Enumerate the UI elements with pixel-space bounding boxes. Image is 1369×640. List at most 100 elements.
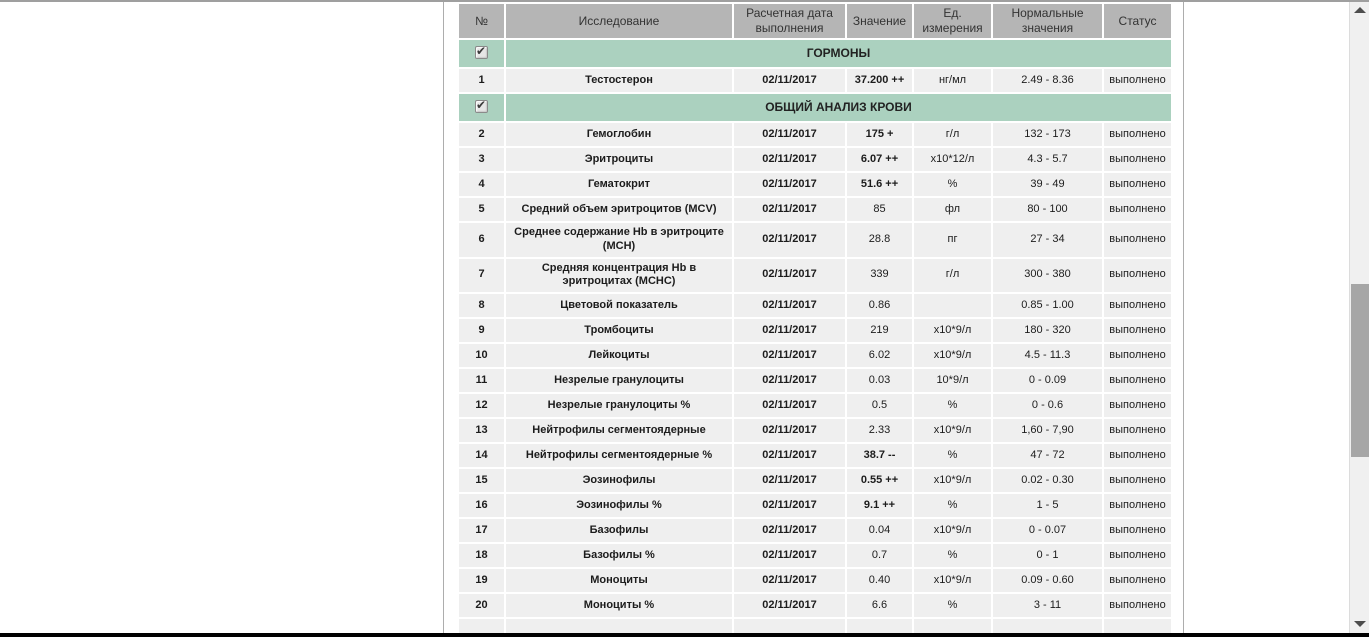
row-number: 6 (459, 223, 504, 257)
table-row: 9 Тромбоциты 02/11/2017 219 x10*9/л 180 - 320… (459, 319, 1171, 342)
test-value: 37.200 ++ (847, 69, 912, 92)
section-title: ОБЩИЙ АНАЛИЗ КРОВИ (506, 94, 1171, 121)
status-text: выполнено (1104, 419, 1171, 442)
test-name: Тестостерон (506, 69, 732, 92)
test-value: 0.03 (847, 369, 912, 392)
table-row: 7 Средняя концентрация Hb в эритроцитах (… (459, 258, 1171, 292)
normal-range: 0 - 1 (993, 544, 1102, 567)
test-date: 02/11/2017 (734, 294, 845, 317)
test-name: Моноциты % (506, 594, 732, 617)
test-date: 02/11/2017 (734, 319, 845, 342)
test-unit: % (914, 394, 991, 417)
row-number: 20 (459, 594, 504, 617)
partial-cell (506, 619, 732, 635)
section-row: ОБЩИЙ АНАЛИЗ КРОВИ (459, 94, 1171, 121)
status-text: выполнено (1104, 223, 1171, 257)
normal-range: 1 - 5 (993, 494, 1102, 517)
normal-range: 1,60 - 7,90 (993, 419, 1102, 442)
section-checkbox[interactable] (475, 98, 488, 114)
row-number: 12 (459, 394, 504, 417)
status-text: выполнено (1104, 319, 1171, 342)
test-name: Тромбоциты (506, 319, 732, 342)
status-text: выполнено (1104, 344, 1171, 367)
normal-range: 27 - 34 (993, 223, 1102, 257)
table-row: 13 Нейтрофилы сегментоядерные 02/11/2017 2.… (459, 419, 1171, 442)
scrollbar-thumb[interactable] (1351, 284, 1369, 457)
table-row: 8 Цветовой показатель 02/11/2017 0.86 0.85 -… (459, 294, 1171, 317)
lab-results-table: № Исследование Расчетная дата выполнения Зн… (457, 2, 1173, 635)
test-name: Средний объем эритроцитов (MCV) (506, 198, 732, 221)
test-unit: % (914, 544, 991, 567)
results-frame: № Исследование Расчетная дата выполнения Зн… (443, 2, 1184, 635)
test-name: Эозинофилы % (506, 494, 732, 517)
normal-range: 0.85 - 1.00 (993, 294, 1102, 317)
normal-range: 0.09 - 0.60 (993, 569, 1102, 592)
column-header-2: Расчетная дата выполнения (734, 4, 845, 38)
triangle-down-icon (1354, 621, 1366, 627)
test-name: Нейтрофилы сегментоядерные (506, 419, 732, 442)
scrollbar-up-button[interactable] (1350, 2, 1369, 18)
column-header-6: Статус (1104, 4, 1171, 38)
test-name: Гематокрит (506, 173, 732, 196)
normal-range: 3 - 11 (993, 594, 1102, 617)
normal-range: 0.02 - 0.30 (993, 469, 1102, 492)
table-row: 3 Эритроциты 02/11/2017 6.07 ++ x10*12/л 4.3 … (459, 148, 1171, 171)
table-row: 14 Нейтрофилы сегментоядерные % 02/11/2017… (459, 444, 1171, 467)
test-date: 02/11/2017 (734, 198, 845, 221)
test-value: 2.33 (847, 419, 912, 442)
table-row: 16 Эозинофилы % 02/11/2017 9.1 ++% 1 - 5 выпо… (459, 494, 1171, 517)
normal-range: 180 - 320 (993, 319, 1102, 342)
status-text: выполнено (1104, 444, 1171, 467)
test-value: 6.02 (847, 344, 912, 367)
status-text: выполнено (1104, 544, 1171, 567)
test-name: Моноциты (506, 569, 732, 592)
status-text: выполнено (1104, 198, 1171, 221)
table-row: 18 Базофилы % 02/11/2017 0.7% 0 - 1 выполнено (459, 544, 1171, 567)
partial-row (459, 619, 1171, 635)
test-name: Эозинофилы (506, 469, 732, 492)
normal-range: 0 - 0.07 (993, 519, 1102, 542)
test-name: Средняя концентрация Hb в эритроцитах (M… (506, 258, 732, 292)
top-border-line (0, 0, 1369, 2)
table-row: 2 Гемоглобин 02/11/2017 175 + г/л 132 - 173 вы… (459, 123, 1171, 146)
test-date: 02/11/2017 (734, 544, 845, 567)
test-date: 02/11/2017 (734, 444, 845, 467)
test-unit: г/л (914, 123, 991, 146)
column-header-5: Нормальные значения (993, 4, 1102, 38)
row-number: 2 (459, 123, 504, 146)
section-checkbox-cell (459, 40, 504, 67)
row-number: 7 (459, 258, 504, 292)
scrollbar-down-button[interactable] (1350, 615, 1369, 631)
status-text: выполнено (1104, 148, 1171, 171)
test-value: 0.04 (847, 519, 912, 542)
test-unit: г/л (914, 258, 991, 292)
test-value: 6.07 ++ (847, 148, 912, 171)
test-unit: % (914, 444, 991, 467)
status-text: выполнено (1104, 294, 1171, 317)
test-date: 02/11/2017 (734, 394, 845, 417)
test-date: 02/11/2017 (734, 223, 845, 257)
test-name: Незрелые гранулоциты % (506, 394, 732, 417)
normal-range: 39 - 49 (993, 173, 1102, 196)
test-unit: 10*9/л (914, 369, 991, 392)
status-text: выполнено (1104, 369, 1171, 392)
row-number: 11 (459, 369, 504, 392)
section-checkbox-cell (459, 94, 504, 121)
row-number: 19 (459, 569, 504, 592)
test-unit: % (914, 173, 991, 196)
test-name: Нейтрофилы сегментоядерные % (506, 444, 732, 467)
left-empty-panel (0, 2, 443, 633)
table-row: 15 Эозинофилы 02/11/2017 0.55 ++ x10*9/л 0.02… (459, 469, 1171, 492)
row-number: 14 (459, 444, 504, 467)
test-value: 9.1 ++ (847, 494, 912, 517)
test-unit: фл (914, 198, 991, 221)
partial-cell (1104, 619, 1171, 635)
test-unit: % (914, 494, 991, 517)
partial-cell (993, 619, 1102, 635)
test-unit: x10*12/л (914, 148, 991, 171)
section-checkbox[interactable] (475, 44, 488, 60)
row-number: 10 (459, 344, 504, 367)
triangle-up-icon (1354, 7, 1366, 13)
test-unit: x10*9/л (914, 469, 991, 492)
vertical-scrollbar[interactable] (1349, 2, 1369, 637)
